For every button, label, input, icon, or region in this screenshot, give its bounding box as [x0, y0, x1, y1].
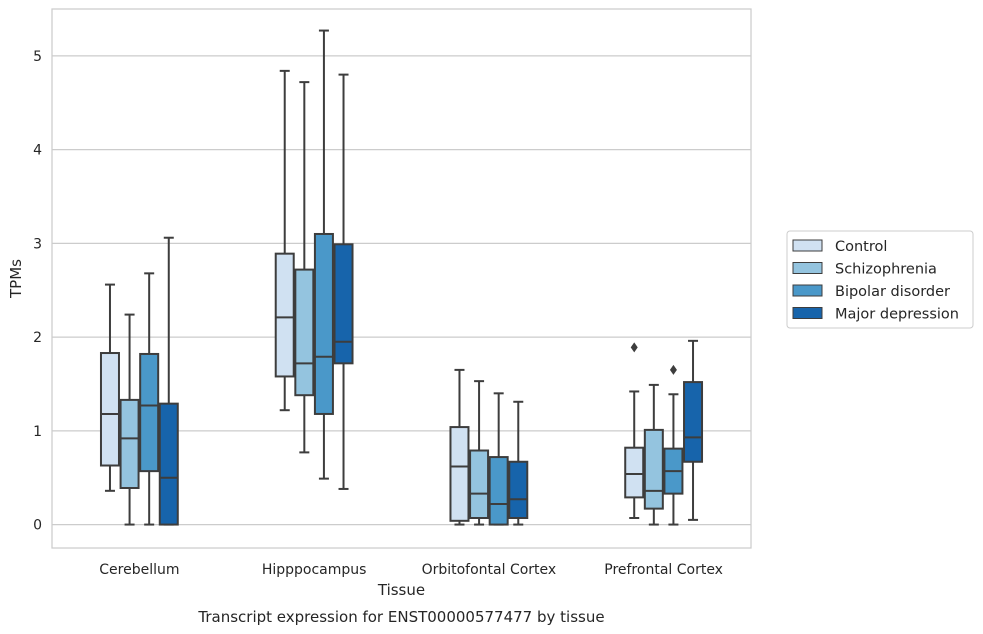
- box-major-depression: [508, 400, 529, 526]
- y-tick-label: 2: [33, 330, 42, 346]
- box-iqr: [333, 243, 354, 365]
- box-iqr: [139, 352, 160, 473]
- outlier-point: [669, 364, 677, 375]
- box-major-depression: [333, 73, 354, 490]
- legend-frame: [786, 230, 974, 329]
- legend-swatch: [792, 284, 823, 297]
- x-tick-label: Prefrontal Cortex: [604, 562, 723, 578]
- y-axis-label: TPMs: [7, 259, 25, 299]
- box-iqr: [274, 252, 295, 378]
- y-tick-label: 3: [33, 236, 42, 252]
- box-iqr: [449, 426, 470, 522]
- box-iqr: [624, 446, 645, 499]
- legend-swatch: [792, 239, 823, 252]
- legend-swatch: [792, 307, 823, 319]
- legend-swatch: [792, 262, 823, 274]
- box-iqr: [643, 428, 664, 510]
- x-axis-ticks: Cerebellum Hipppocampus Orbitofontal Corte…: [99, 562, 723, 578]
- box-control: [99, 283, 120, 492]
- y-tick-label: 5: [33, 49, 42, 65]
- y-tick-label: 1: [33, 424, 42, 440]
- box-major-depression: [158, 236, 179, 526]
- box-bipolar-disorder: [663, 364, 684, 526]
- box-bipolar-disorder: [139, 272, 160, 526]
- plot-area-frame: [51, 8, 752, 549]
- box-iqr: [469, 449, 490, 520]
- chart-title: Transcript expression for ENST0000057747…: [197, 608, 604, 626]
- box-schizophrenia: [119, 313, 140, 526]
- box-control: [274, 69, 295, 412]
- box-iqr: [683, 381, 704, 463]
- box-iqr: [508, 460, 529, 520]
- box-schizophrenia: [469, 380, 490, 526]
- box-control: [449, 368, 470, 526]
- box-layer: [99, 29, 704, 526]
- box-iqr: [119, 398, 140, 490]
- legend-label: Bipolar disorder: [835, 284, 950, 300]
- x-axis-label: Tissue: [377, 581, 425, 599]
- legend: Control Schizophrenia Bipolar disorder Majo…: [786, 230, 974, 329]
- y-axis-ticks: 0 1 2 3 4 5: [33, 49, 42, 534]
- box-iqr: [294, 268, 315, 397]
- legend-label: Schizophrenia: [835, 262, 937, 278]
- box-major-depression: [683, 339, 704, 521]
- box-iqr: [99, 352, 120, 467]
- legend-label: Major depression: [835, 307, 959, 323]
- y-tick-label: 0: [33, 518, 42, 534]
- outlier-point: [630, 342, 638, 353]
- box-iqr: [488, 456, 509, 526]
- x-tick-label: Cerebellum: [99, 562, 179, 578]
- x-tick-label: Hipppocampus: [262, 562, 367, 578]
- box-bipolar-disorder: [313, 29, 334, 480]
- legend-label: Control: [835, 239, 887, 255]
- box-iqr: [313, 232, 334, 415]
- box-schizophrenia: [294, 81, 315, 454]
- box-schizophrenia: [643, 383, 664, 526]
- box-control: [624, 342, 645, 520]
- box-iqr: [158, 402, 179, 526]
- x-tick-label: Orbitofontal Cortex: [422, 562, 557, 578]
- y-tick-label: 4: [33, 143, 42, 159]
- box-bipolar-disorder: [488, 392, 509, 526]
